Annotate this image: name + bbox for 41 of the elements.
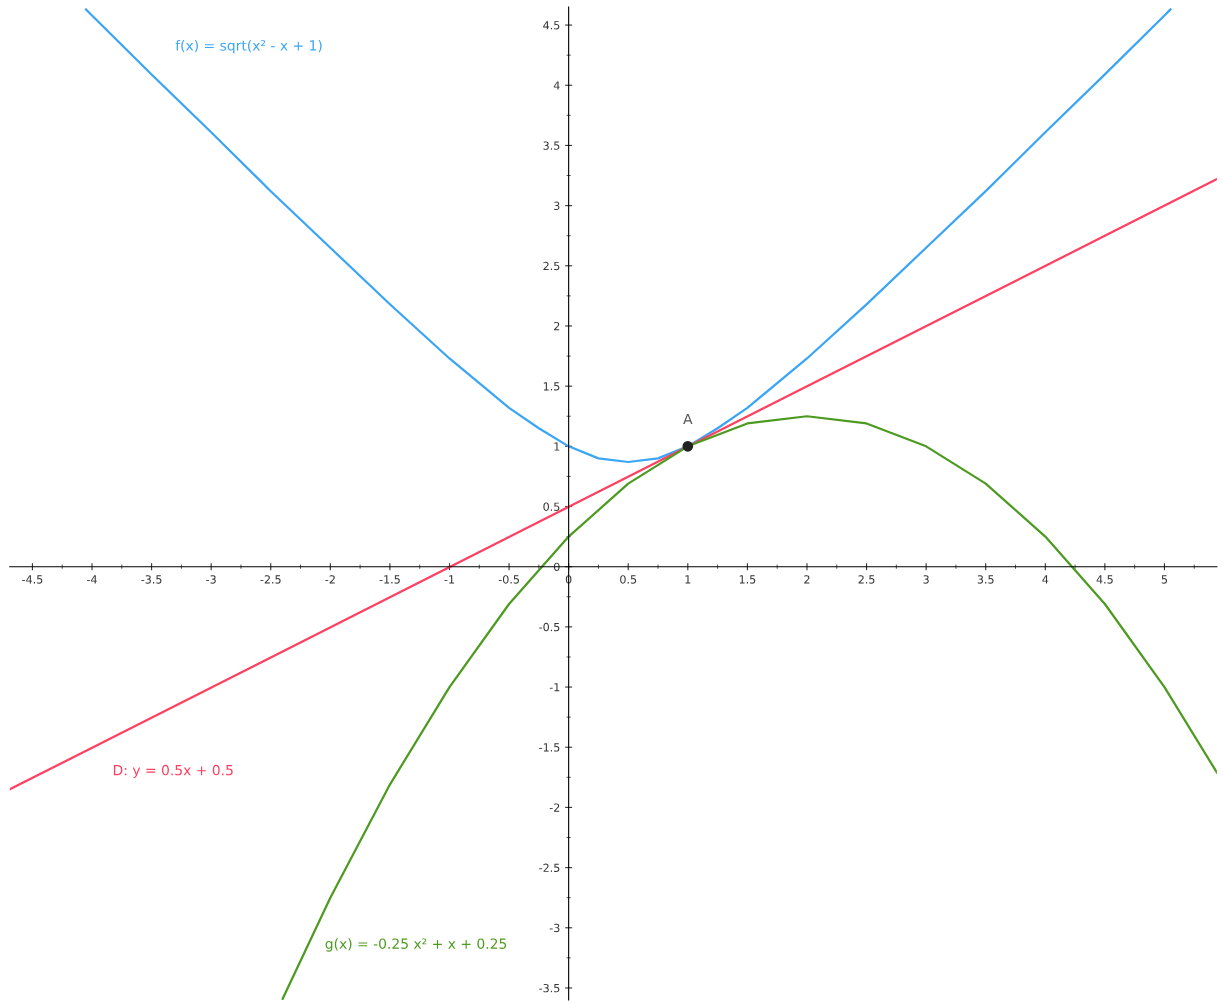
line-series xyxy=(281,415,1217,1000)
y-tick-label: 4 xyxy=(553,81,560,90)
x-tick-label: 2 xyxy=(804,575,810,584)
series-label: D: y = 0.5x + 0.5 xyxy=(113,764,233,779)
x-tick-label: 1 xyxy=(685,575,691,584)
x-tick-label: -1.5 xyxy=(379,575,400,584)
line-series xyxy=(84,8,1172,464)
x-tick-label: -2.5 xyxy=(260,575,281,584)
x-tick-label: 5 xyxy=(1161,575,1168,584)
x-tick-label: -3.5 xyxy=(141,575,162,584)
y-tick-label: 4.5 xyxy=(543,21,560,30)
x-tick-label: -2 xyxy=(325,575,335,584)
x-tick-label: -4.5 xyxy=(22,575,43,584)
x-tick-label: 3.5 xyxy=(977,575,994,584)
x-tick-label: -4 xyxy=(87,575,97,584)
x-tick-label: -1 xyxy=(444,575,454,584)
x-tick-label: 2.5 xyxy=(858,575,875,584)
x-tick-label: -3 xyxy=(206,575,216,584)
y-tick-label: 1.5 xyxy=(543,382,560,391)
text: f(x) = sqrt(x² - x + 1) xyxy=(175,39,322,54)
y-tick-label: 2.5 xyxy=(543,261,560,271)
y-tick-label: 3.5 xyxy=(543,141,560,150)
y-tick-label: -3.5 xyxy=(539,983,560,993)
series-label: A xyxy=(683,413,693,424)
y-tick-label: -2.5 xyxy=(539,863,560,872)
y-tick-label: 1 xyxy=(554,442,560,451)
y-tick-label: -1 xyxy=(549,683,560,692)
y-tick-label: 2 xyxy=(554,321,560,331)
y-tick-label: -1.5 xyxy=(539,743,560,752)
x-tick-label: 3 xyxy=(923,575,929,584)
y-tick-label: -2 xyxy=(549,803,560,812)
series-label: g(x) = -0.25 x² + x + 0.25 xyxy=(325,938,507,952)
x-tick-label: 0.5 xyxy=(620,575,637,584)
x-tick-label: 4.5 xyxy=(1096,575,1113,584)
y-tick-label: 3 xyxy=(554,201,560,210)
y-tick-label: -0.5 xyxy=(539,622,560,632)
y-tick-label: -3 xyxy=(549,923,560,933)
x-tick-label: 1.5 xyxy=(739,575,756,584)
x-tick-label: 4 xyxy=(1042,575,1049,584)
x-tick-label: -0.5 xyxy=(498,575,519,584)
y-tick-label: 0.5 xyxy=(543,502,560,511)
